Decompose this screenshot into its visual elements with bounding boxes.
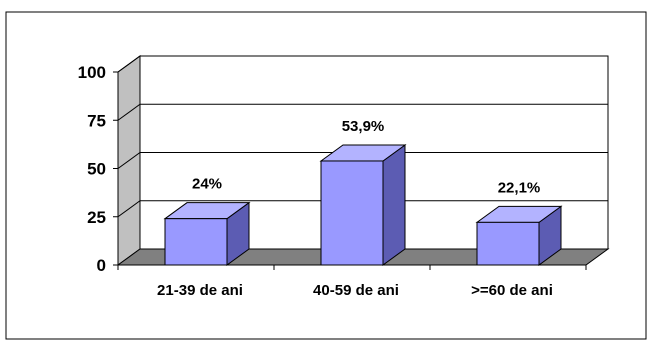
gridline: [117, 200, 608, 218]
bar-front: [320, 160, 384, 266]
y-tick-label: 75: [87, 111, 106, 130]
y-tick-label: 50: [87, 160, 106, 179]
bar-side: [382, 143, 406, 266]
data-label: 22,1%: [498, 179, 541, 196]
bar-front: [476, 221, 540, 266]
bar: [475, 205, 563, 266]
gridline: [117, 103, 608, 121]
data-labels: 24% 53,9% 22,1%: [192, 118, 540, 196]
bars: [163, 143, 563, 266]
gridline: [117, 152, 608, 169]
y-tick-label: 100: [78, 63, 106, 82]
x-category-label: >=60 de ani: [471, 282, 553, 299]
x-category-labels: 21-39 de ani 40-59 de ani >=60 de ani: [157, 282, 553, 299]
bar: [163, 201, 251, 266]
y-tick-label: 0: [97, 256, 106, 275]
y-tick-labels: 0 25 50 75 100: [78, 63, 106, 275]
data-label: 24%: [192, 176, 222, 193]
gridline: [117, 55, 608, 73]
y-tick-label: 25: [87, 208, 106, 227]
bar-front: [164, 218, 228, 266]
data-label: 53,9%: [342, 118, 385, 135]
x-category-label: 21-39 de ani: [157, 282, 243, 299]
x-category-label: 40-59 de ani: [313, 282, 399, 299]
bar: [319, 143, 407, 266]
gridlines: [117, 55, 608, 218]
